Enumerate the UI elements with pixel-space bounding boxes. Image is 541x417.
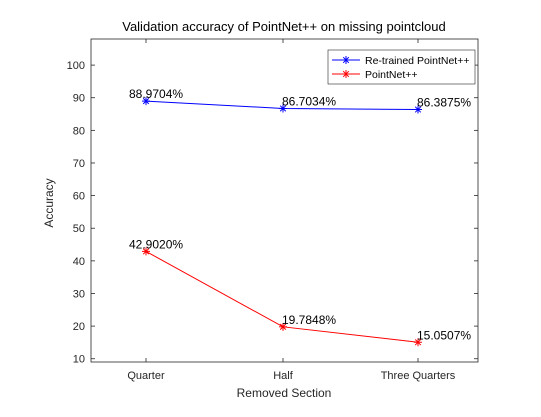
data-point-marker (279, 322, 287, 331)
y-tick-label: 30 (73, 288, 85, 300)
legend-label: PointNet++ (365, 69, 418, 81)
data-point-marker (342, 70, 350, 78)
data-point-marker (279, 104, 287, 113)
y-tick-label: 10 (73, 354, 85, 366)
y-tick-label: 80 (73, 125, 85, 137)
x-tick-label: Three Quarters (381, 370, 456, 382)
data-label: 19.7848% (282, 313, 336, 327)
y-tick-label: 60 (73, 191, 85, 203)
data-point-marker (342, 56, 350, 64)
y-tick-label: 70 (73, 158, 85, 170)
data-label: 88.9704% (129, 87, 183, 101)
data-label: 15.0507% (417, 328, 471, 342)
data-point-marker (142, 97, 150, 106)
data-label: 42.9020% (129, 237, 183, 251)
data-point-marker (414, 105, 422, 114)
series-layer: 88.9704% 86.7034% 86.3875% 42.9020% 19.7848%… (129, 87, 471, 347)
x-tick-label: Quarter (127, 370, 165, 382)
axes-layer: 10 20 30 40 50 60 70 80 90 100 Quarter Half Three Qu… (67, 38, 479, 382)
legend-box (327, 49, 476, 85)
data-point-marker (414, 338, 422, 347)
data-label: 86.7034% (282, 94, 336, 108)
plot-area-frame (90, 38, 479, 363)
y-axis-label: Accuracy (42, 178, 56, 227)
y-tick-label: 90 (73, 93, 85, 105)
y-tick-label: 40 (73, 256, 85, 268)
x-tick-label: Half (273, 370, 294, 382)
legend-label: Re-trained PointNet++ (365, 55, 469, 67)
y-tick-label: 50 (73, 223, 85, 235)
y-tick-label: 100 (67, 60, 85, 72)
chart-title: Validation accuracy of PointNet++ on mis… (122, 19, 446, 34)
data-label: 86.3875% (417, 96, 471, 110)
data-point-marker (142, 247, 150, 256)
legend: Re-trained PointNet++ PointNet++ (327, 49, 476, 85)
y-tick-label: 20 (73, 321, 85, 333)
x-axis-label: Removed Section (237, 386, 332, 400)
